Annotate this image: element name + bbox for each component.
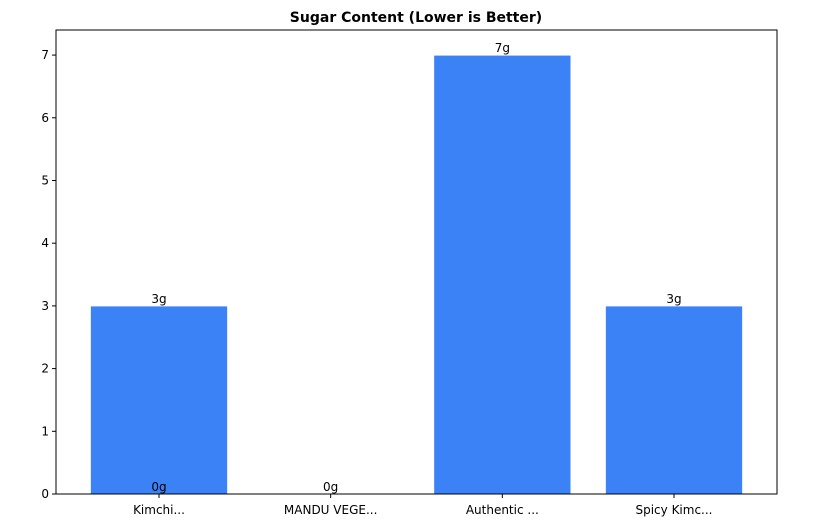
chart-title: Sugar Content (Lower is Better) xyxy=(290,10,542,26)
bar xyxy=(89,305,229,495)
x-tick-label: MANDU VEGE... xyxy=(284,503,378,517)
plot-frame xyxy=(55,29,778,495)
annotation: 0g xyxy=(151,480,166,494)
y-tick-label: 3 xyxy=(41,299,49,313)
x-tick-label: Kimchi... xyxy=(133,503,185,517)
value-label: 0g xyxy=(323,480,338,494)
x-tick-label: Authentic ... xyxy=(466,503,539,517)
y-tick-label: 5 xyxy=(41,173,49,187)
bar xyxy=(604,305,744,495)
y-tick-label: 0 xyxy=(41,487,49,501)
value-label: 3g xyxy=(151,292,166,306)
y-tick-label: 6 xyxy=(41,111,49,125)
value-label: 3g xyxy=(666,292,681,306)
y-tick-label: 4 xyxy=(41,236,49,250)
bar xyxy=(433,54,572,495)
y-tick-label: 1 xyxy=(41,424,49,438)
y-tick-label: 2 xyxy=(41,362,49,376)
value-label: 7g xyxy=(495,41,510,55)
y-tick-label: 7 xyxy=(41,48,49,62)
x-tick-label: Spicy Kimc... xyxy=(635,503,712,517)
